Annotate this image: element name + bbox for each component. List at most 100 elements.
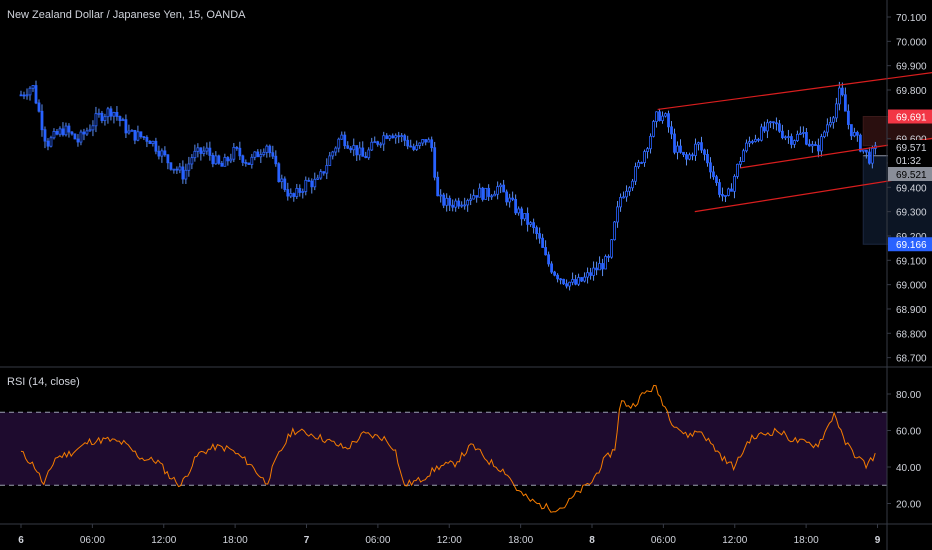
candle-body [283, 178, 287, 190]
candle [760, 123, 763, 142]
candle-body [616, 206, 619, 223]
candle-body [592, 267, 595, 276]
candle [673, 128, 676, 155]
candle [790, 133, 793, 149]
candle-body [670, 126, 673, 135]
candle-body [697, 142, 700, 145]
candle [193, 144, 197, 162]
candle [855, 130, 859, 142]
price-tick-label: 70.000 [896, 37, 927, 48]
candle [634, 162, 637, 185]
chart-title: New Zealand Dollar / Japanese Yen, 15, O… [7, 9, 246, 21]
candle [463, 197, 467, 210]
candle [64, 122, 68, 137]
candle [460, 201, 464, 208]
candle-body [370, 141, 374, 151]
candle-body [343, 134, 347, 147]
candle [37, 99, 41, 113]
candle-body [571, 279, 574, 283]
candle-body [790, 136, 793, 145]
candle [595, 261, 598, 276]
candle-body [112, 112, 116, 117]
candle-body [445, 197, 449, 206]
candle-body [160, 150, 164, 157]
candle-body [721, 194, 724, 197]
candle [682, 151, 685, 158]
candle-body [766, 122, 769, 132]
candle [610, 238, 613, 259]
candle-body [55, 131, 59, 135]
rsi-axis[interactable]: 80.00 60.00 40.00 20.00 [887, 390, 921, 511]
channel-line[interactable] [740, 125, 932, 169]
candle-body [334, 147, 338, 153]
candle-body [718, 182, 721, 195]
candle-body [442, 194, 446, 206]
candle-body [634, 166, 637, 182]
candle [532, 218, 536, 234]
channel-line[interactable] [657, 68, 932, 111]
candle-body [837, 87, 841, 105]
candle-body [382, 135, 386, 145]
candle-body [301, 191, 305, 193]
candle-body [742, 150, 745, 162]
candle [751, 139, 754, 145]
candle [289, 188, 293, 199]
time-axis[interactable]: 6 06:00 12:00 18:00 7 06:00 12:00 18:00 8 06:00 12… [18, 524, 881, 546]
candle-body [142, 136, 146, 139]
candle [127, 124, 131, 135]
candle-body [619, 196, 622, 208]
candle [379, 142, 383, 148]
candle [754, 134, 757, 143]
candle-body [601, 263, 604, 270]
candle-body [864, 149, 868, 153]
candle-body [802, 132, 805, 134]
candle-body [840, 87, 844, 96]
candle-body [226, 157, 230, 162]
candle [301, 188, 305, 199]
candle [535, 225, 539, 240]
candle [852, 127, 856, 138]
candle [778, 120, 781, 133]
candle [867, 147, 871, 165]
candle [520, 206, 524, 226]
candle-body [811, 144, 814, 147]
candle-body [448, 197, 452, 206]
candle [154, 137, 158, 155]
candle [388, 134, 392, 141]
candle-body [217, 155, 221, 164]
candle-body [295, 188, 299, 197]
candle-body [757, 138, 760, 141]
candle [430, 136, 434, 152]
candle-body [547, 254, 551, 265]
candle-body [34, 85, 38, 104]
candle [340, 131, 344, 140]
candle-body [655, 111, 658, 122]
candle [496, 181, 500, 200]
candle [694, 138, 697, 161]
candle-body [814, 144, 817, 146]
candle [118, 115, 122, 127]
candle [214, 151, 218, 165]
candle-body [637, 162, 640, 168]
candle-body [193, 150, 197, 159]
candle-body [610, 239, 613, 258]
candle [784, 135, 787, 141]
candle-body [478, 187, 482, 198]
candle-body [400, 135, 404, 138]
candle [538, 227, 542, 244]
price-tick-label: 68.900 [896, 305, 927, 316]
price-tick-label: 69.900 [896, 62, 927, 73]
candle-body [277, 163, 281, 183]
candle-body [787, 136, 790, 138]
time-tick-label: 06:00 [651, 535, 676, 546]
candle-body [493, 193, 497, 197]
candle-body [238, 147, 242, 157]
candle-body [394, 135, 398, 139]
candle [136, 125, 140, 142]
candle [157, 145, 161, 160]
candle-body [199, 147, 203, 154]
candle-body [262, 151, 266, 155]
candle-body [88, 129, 92, 132]
candle [433, 141, 437, 181]
